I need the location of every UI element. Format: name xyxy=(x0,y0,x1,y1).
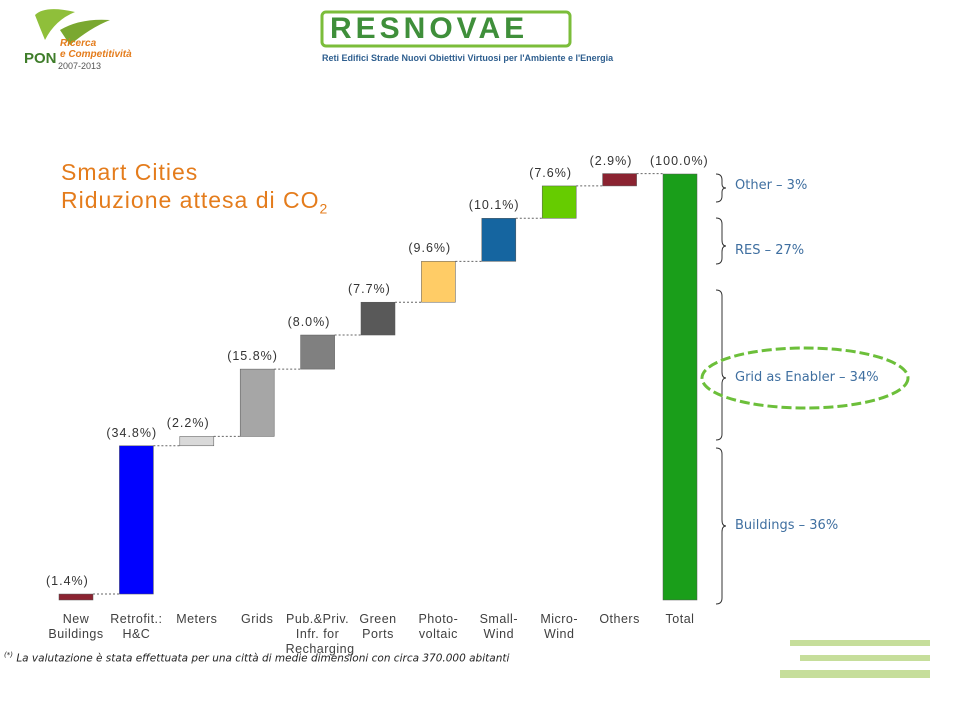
logo-text: RESNOVAE xyxy=(330,12,529,45)
value-label: (7.7%) xyxy=(348,282,391,297)
bar xyxy=(602,173,637,187)
decor xyxy=(780,640,930,678)
x-tick-label: Small- Wind xyxy=(479,612,518,641)
bar xyxy=(541,185,577,219)
value-label: (9.6%) xyxy=(408,241,452,256)
bar xyxy=(421,261,456,303)
bar xyxy=(58,593,94,601)
logo-text: Ricerca e Competitività xyxy=(60,38,132,60)
x-tick-label: Photo- voltaic xyxy=(418,612,459,641)
logo-text: PON xyxy=(24,50,57,67)
bar xyxy=(239,368,275,437)
x-tick-label: Total xyxy=(665,612,695,626)
subtitle: Riduzione attesa di CO xyxy=(61,187,320,213)
annotation: Buildings – 36% xyxy=(735,518,839,533)
bar xyxy=(481,218,517,262)
bar xyxy=(300,334,335,370)
bar xyxy=(360,301,396,336)
x-tick-label: Retrofit.: H&C xyxy=(110,612,163,641)
annotation: Other – 3% xyxy=(735,178,808,193)
value-label: (7.6%) xyxy=(529,165,573,180)
bar xyxy=(179,436,215,447)
x-tick-label: Others xyxy=(599,612,640,626)
footnote: (*) La valutazione è stata effettuata pe… xyxy=(4,651,509,665)
value-label: (8.0%) xyxy=(287,315,331,330)
title-line: Smart Cities xyxy=(61,159,199,185)
subscript: 2 xyxy=(319,200,329,217)
logo-frame xyxy=(320,10,572,48)
bar xyxy=(119,445,154,595)
braces xyxy=(715,173,727,605)
x-tick-label: New Buildings xyxy=(48,612,104,641)
logo-text: Reti Edifici Strade Nuovi Obiettivi Virt… xyxy=(322,53,614,63)
logo-leaf xyxy=(35,9,75,40)
value-label: (15.8%) xyxy=(227,349,278,364)
value-label: (1.4%) xyxy=(46,574,89,589)
value-label: (100.0%) xyxy=(650,154,709,168)
value-label: (2.9%) xyxy=(589,153,633,168)
value-label: (34.8%) xyxy=(106,425,158,440)
footnote-text: La valutazione è stata effettuata per un… xyxy=(16,652,510,665)
footnote-mark: (*) xyxy=(4,651,13,659)
logo-leaf xyxy=(60,19,110,45)
highlight-ellipse xyxy=(700,346,910,410)
annotation: RES – 27% xyxy=(735,243,805,258)
x-tick-label: Grids xyxy=(241,612,274,626)
chart-title: Smart Cities Riduzione attesa di CO2 xyxy=(61,158,328,223)
logo-text: 2007-2013 xyxy=(58,61,102,71)
x-tick-label: Green Ports xyxy=(359,612,397,641)
x-tick-label: Micro- Wind xyxy=(540,612,579,641)
annotation: Grid as Enabler – 34% xyxy=(735,370,879,385)
value-label: (10.1%) xyxy=(468,198,520,213)
x-tick-label: Pub.&Priv. Infr. for Recharging xyxy=(285,612,355,656)
bar xyxy=(662,173,698,601)
value-label: (2.2%) xyxy=(166,416,210,431)
x-tick-label: Meters xyxy=(176,612,218,626)
